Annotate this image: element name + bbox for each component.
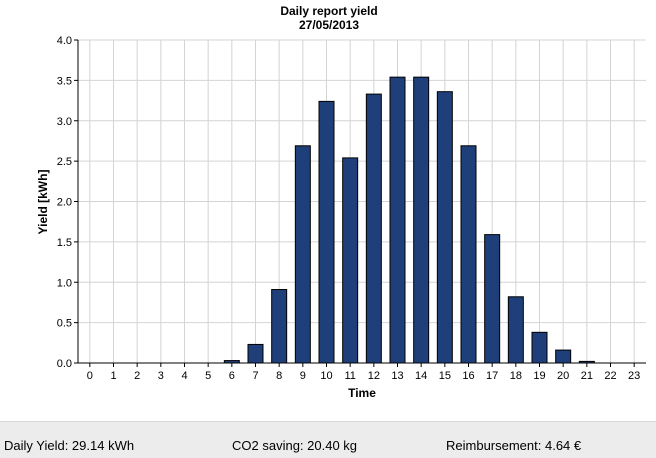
x-tick-label: 21 bbox=[581, 370, 593, 382]
reimbursement-text: Reimbursement: 4.64 € bbox=[446, 438, 582, 453]
bar bbox=[271, 289, 288, 364]
bars bbox=[223, 76, 595, 364]
y-tick-label: 4.0 bbox=[57, 35, 72, 47]
yield-chart: Daily report yield 27/05/2013 0.0 0.5 1.0 1… bbox=[36, 4, 646, 400]
x-tick-label: 4 bbox=[181, 370, 187, 382]
bar bbox=[294, 145, 311, 364]
bar bbox=[531, 331, 548, 364]
y-tick-label: 0.5 bbox=[57, 318, 72, 330]
bar bbox=[507, 296, 524, 364]
x-tick-label: 16 bbox=[462, 370, 474, 382]
x-tick-label: 23 bbox=[628, 370, 640, 382]
bar bbox=[460, 145, 477, 364]
x-tick-label: 1 bbox=[110, 370, 116, 382]
y-tick-label: 0.0 bbox=[57, 358, 72, 370]
x-tick-label: 0 bbox=[87, 370, 93, 382]
x-tick-label: 18 bbox=[510, 370, 522, 382]
bar bbox=[318, 100, 335, 364]
bar bbox=[342, 157, 359, 364]
x-tick-label: 3 bbox=[158, 370, 164, 382]
summary-bar: Daily Yield: 29.14 kWh CO2 saving: 20.40… bbox=[0, 421, 656, 458]
bar bbox=[389, 76, 406, 364]
x-tick-label: 12 bbox=[368, 370, 380, 382]
x-tick-label: 7 bbox=[252, 370, 258, 382]
co2-saving-text: CO2 saving: 20.40 kg bbox=[232, 438, 358, 453]
x-tick-label: 10 bbox=[320, 370, 332, 382]
x-tick-label: 2 bbox=[134, 370, 140, 382]
y-tick-label: 1.0 bbox=[57, 277, 72, 289]
y-axis-label: Yield [kWh] bbox=[36, 170, 50, 235]
axes: 0.00.51.01.52.02.53.03.54.00 1 2 3 4 5 6 7 8 9 10 1… bbox=[57, 35, 646, 382]
bar bbox=[365, 93, 382, 364]
x-axis-label: Time bbox=[348, 386, 376, 400]
x-tick-label: 9 bbox=[300, 370, 306, 382]
x-tick-label: 14 bbox=[415, 370, 427, 382]
x-tick-label: 11 bbox=[344, 370, 355, 382]
x-tick-label: 19 bbox=[533, 370, 545, 382]
x-tick-label: 13 bbox=[391, 370, 403, 382]
x-tick-label: 15 bbox=[439, 370, 451, 382]
y-tick-label: 1.5 bbox=[57, 237, 72, 249]
daily-yield-text: Daily Yield: 29.14 kWh bbox=[4, 438, 135, 453]
y-tick-label: 3.5 bbox=[57, 75, 72, 87]
x-tick-label: 17 bbox=[486, 370, 498, 382]
chart-subtitle: 27/05/2013 bbox=[299, 18, 359, 32]
bar bbox=[413, 76, 430, 364]
x-tick-label: 8 bbox=[276, 370, 282, 382]
bar bbox=[436, 91, 453, 364]
y-tick-label: 2.5 bbox=[57, 156, 72, 168]
x-tick-label: 20 bbox=[557, 370, 569, 382]
bar bbox=[484, 234, 501, 364]
x-tick-label: 5 bbox=[205, 370, 211, 382]
y-tick-label: 3.0 bbox=[57, 116, 72, 128]
grid bbox=[78, 39, 646, 364]
x-tick-label: 22 bbox=[604, 370, 616, 382]
chart-title: Daily report yield bbox=[280, 4, 377, 18]
bar bbox=[555, 349, 572, 364]
bar bbox=[247, 343, 264, 364]
x-tick-label: 6 bbox=[229, 370, 235, 382]
y-tick-label: 2.0 bbox=[57, 197, 72, 209]
